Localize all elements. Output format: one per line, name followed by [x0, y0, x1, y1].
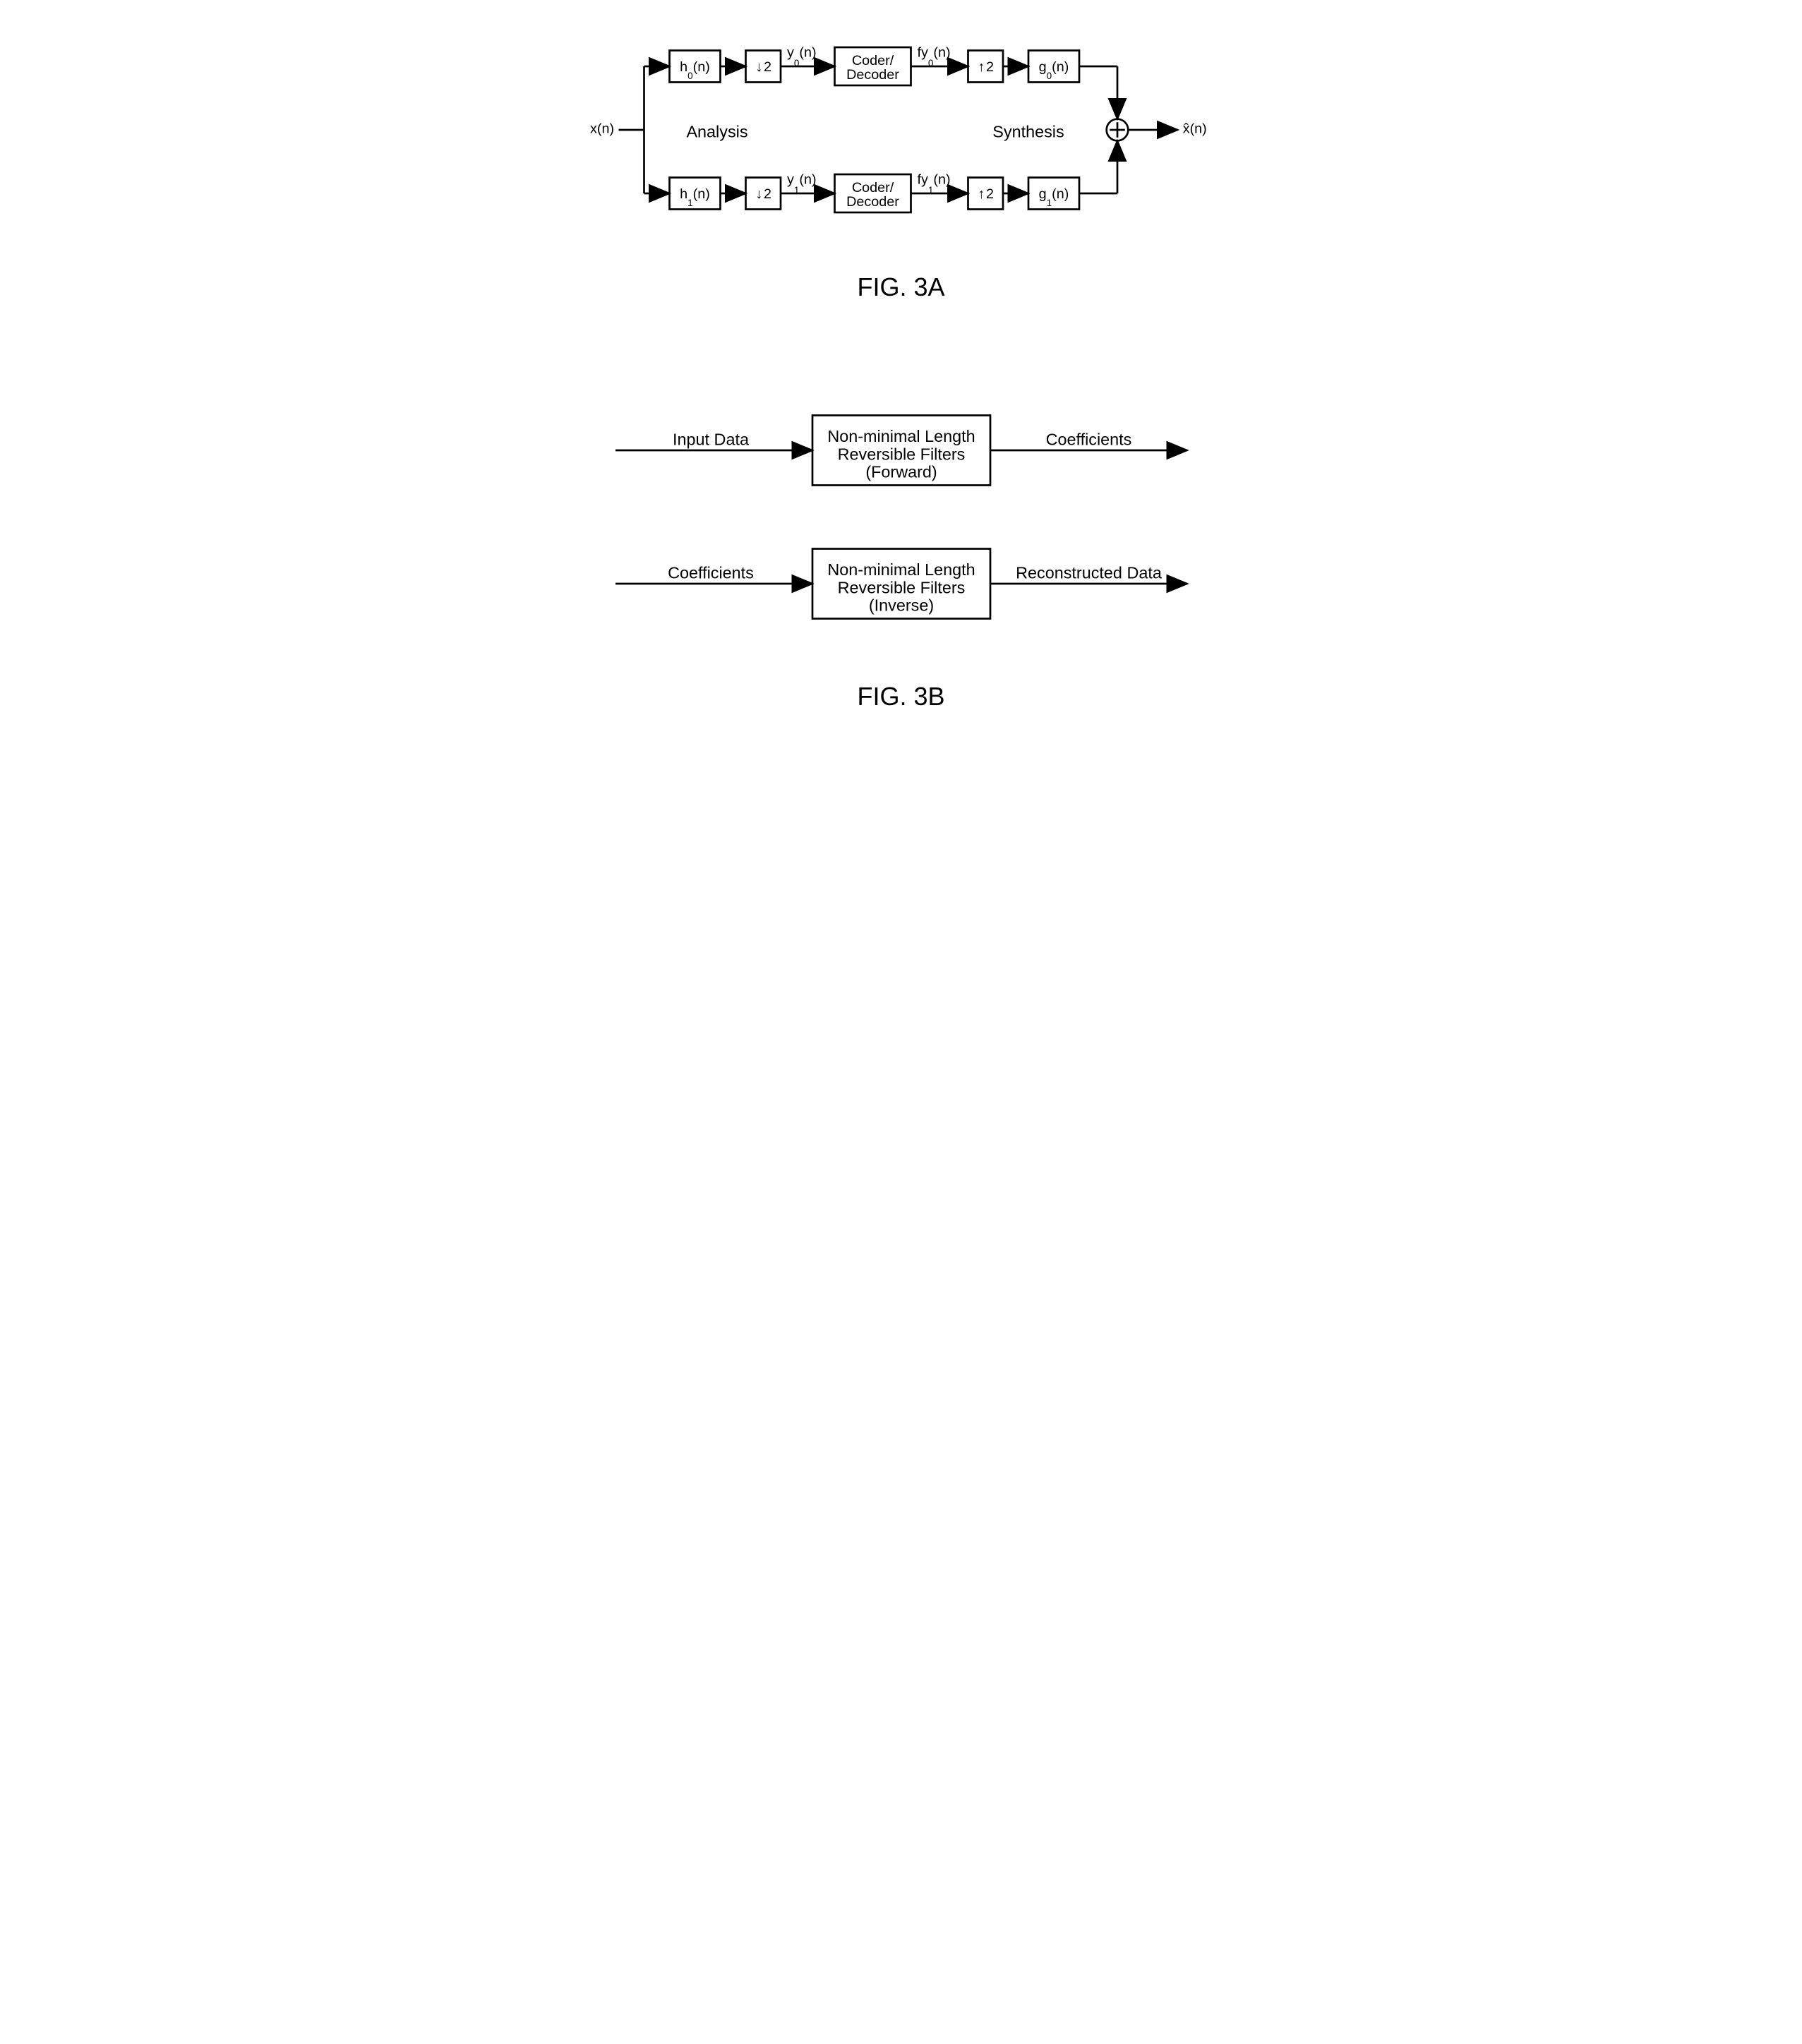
- g1-label: g1(n): [1038, 186, 1069, 208]
- inv-output-label: Reconstructed Data: [1016, 564, 1163, 582]
- fwd-line1: Non-minimal Length: [827, 427, 975, 445]
- fwd-line3: (Forward): [865, 463, 937, 481]
- fwd-output-label: Coefficients: [1045, 431, 1131, 449]
- output-label: x̂(n): [1182, 121, 1206, 137]
- y1-label: y1(n): [787, 172, 817, 196]
- figure-3b: Input Data Non-minimal Length Reversible…: [28, 387, 1774, 711]
- fy1-label: fy1(n): [917, 172, 950, 196]
- fig3b-caption: FIG. 3B: [28, 682, 1774, 711]
- h0-label: h0(n): [680, 59, 710, 81]
- g0-label: g0(n): [1038, 59, 1069, 81]
- fwd-input-label: Input Data: [673, 431, 750, 449]
- up2-bot-label: ↑2: [978, 186, 994, 202]
- down2-bot-label: ↓2: [755, 186, 771, 202]
- input-label: x(n): [590, 121, 614, 137]
- coder-bot-line1: Coder/: [851, 180, 894, 196]
- fig3a-caption: FIG. 3A: [28, 272, 1774, 302]
- h1-label: h1(n): [680, 186, 710, 208]
- y0-label: y0(n): [787, 45, 817, 68]
- coder-bot-line2: Decoder: [846, 194, 899, 210]
- fwd-line2: Reversible Filters: [837, 445, 965, 463]
- coder-top-line2: Decoder: [846, 67, 899, 83]
- fy0-label: fy0(n): [917, 45, 950, 68]
- down2-top-label: ↓2: [755, 59, 771, 75]
- figure-3a: x(n) h0(n) ↓2 y0(n) Coder/ Decoder fy0(n…: [28, 28, 1774, 302]
- synthesis-label: Synthesis: [992, 123, 1064, 141]
- inv-line2: Reversible Filters: [837, 578, 965, 596]
- analysis-label: Analysis: [686, 123, 747, 141]
- coder-top-line1: Coder/: [851, 53, 894, 68]
- inv-input-label: Coefficients: [668, 564, 754, 582]
- fig3b-svg: Input Data Non-minimal Length Reversible…: [584, 387, 1219, 654]
- up2-top-label: ↑2: [978, 59, 994, 75]
- inv-line1: Non-minimal Length: [827, 560, 975, 579]
- fig3a-svg: x(n) h0(n) ↓2 y0(n) Coder/ Decoder fy0(n…: [584, 28, 1219, 244]
- inv-line3: (Inverse): [868, 596, 933, 615]
